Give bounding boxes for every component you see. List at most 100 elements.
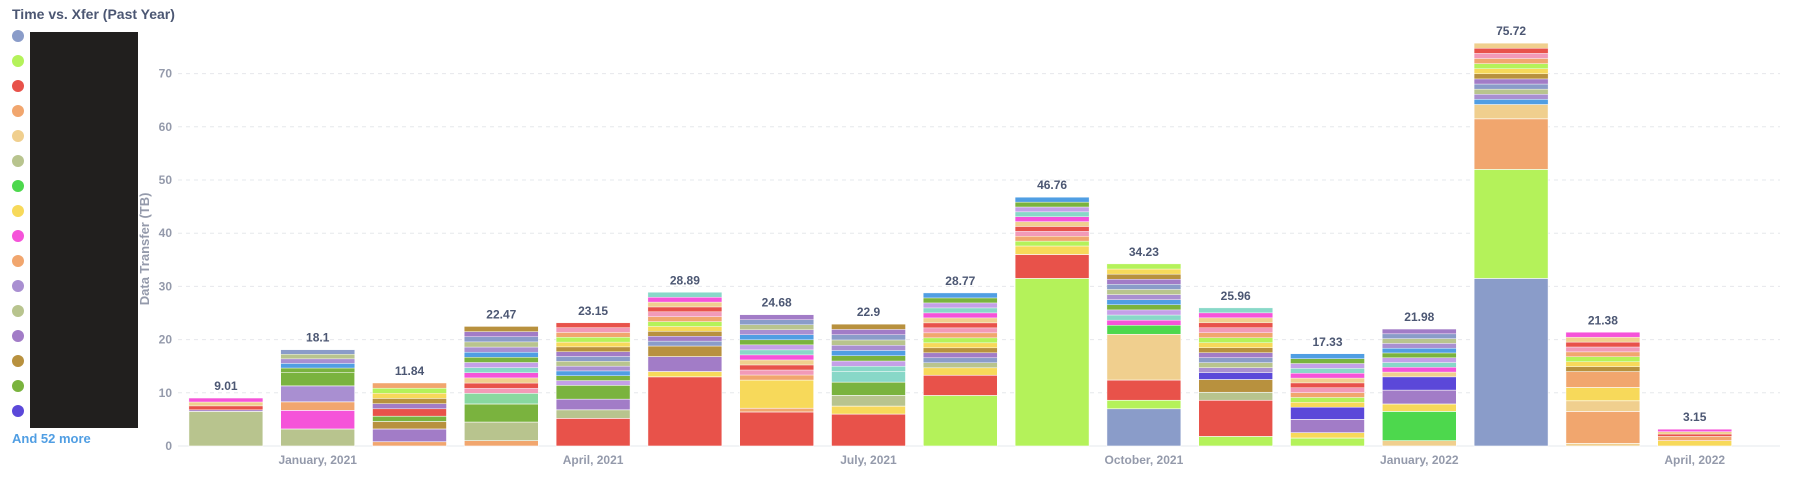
bar-segment[interactable] <box>1198 327 1273 333</box>
bar[interactable] <box>1382 328 1457 447</box>
bar-segment[interactable] <box>1106 299 1182 305</box>
bar[interactable] <box>1565 332 1641 447</box>
legend-dot[interactable] <box>12 80 24 92</box>
bar-segment[interactable] <box>1106 324 1182 335</box>
bar-segment[interactable] <box>1014 245 1090 255</box>
legend-dot[interactable] <box>12 280 24 292</box>
bar-segment[interactable] <box>1565 361 1641 367</box>
bar-segment[interactable] <box>280 358 355 364</box>
bar-segment[interactable] <box>1473 118 1549 170</box>
bar-segment[interactable] <box>1290 392 1365 398</box>
bar-segment[interactable] <box>1565 346 1641 353</box>
bar-segment[interactable] <box>1106 263 1182 270</box>
bar-segment[interactable] <box>463 403 539 423</box>
bar-segment[interactable] <box>188 397 264 403</box>
bar-segment[interactable] <box>1382 328 1457 335</box>
bar-segment[interactable] <box>280 367 355 373</box>
bar-segment[interactable] <box>1198 342 1273 348</box>
bar-segment[interactable] <box>372 403 447 409</box>
bar-segment[interactable] <box>1198 399 1273 437</box>
bar-segment[interactable] <box>1290 377 1365 384</box>
legend-dot[interactable] <box>12 205 24 217</box>
bar-segment[interactable] <box>464 387 539 394</box>
bar-segment[interactable] <box>831 360 906 367</box>
bar-segment[interactable] <box>831 339 906 346</box>
bar-segment[interactable] <box>372 382 447 389</box>
bar-segment[interactable] <box>647 321 723 327</box>
bar-segment[interactable] <box>464 331 539 337</box>
bar-segment[interactable] <box>464 346 539 353</box>
legend-dot[interactable] <box>12 330 24 342</box>
bar-segment[interactable] <box>555 327 631 333</box>
bar-segment[interactable] <box>923 352 998 359</box>
bar-segment[interactable] <box>372 441 447 447</box>
bar-segment[interactable] <box>1565 411 1641 444</box>
bar-segment[interactable] <box>739 379 815 409</box>
bar-segment[interactable] <box>831 345 906 351</box>
bar-segment[interactable] <box>1473 78 1549 85</box>
bar-segment[interactable] <box>739 314 814 320</box>
bar-segment[interactable] <box>1473 53 1549 59</box>
bar-segment[interactable] <box>555 398 631 411</box>
bar-segment[interactable] <box>1473 63 1549 69</box>
legend-dot[interactable] <box>12 255 24 267</box>
bar-segment[interactable] <box>1198 312 1273 319</box>
bar-segment[interactable] <box>1290 387 1365 393</box>
bar-segment[interactable] <box>1014 278 1090 447</box>
bar-segment[interactable] <box>1014 226 1090 232</box>
bar-segment[interactable] <box>647 376 723 447</box>
bar-segment[interactable] <box>739 411 815 447</box>
bar-segment[interactable] <box>647 331 723 337</box>
bar-segment[interactable] <box>1382 367 1457 373</box>
bar-segment[interactable] <box>1473 104 1549 120</box>
bar-segment[interactable] <box>372 428 447 443</box>
bar-segment[interactable] <box>464 326 539 332</box>
legend-dot[interactable] <box>12 355 24 367</box>
bar-segment[interactable] <box>831 329 906 335</box>
bar-segment[interactable] <box>923 337 998 344</box>
bar-segment[interactable] <box>647 296 723 303</box>
legend-dot[interactable] <box>12 230 24 242</box>
bar-segment[interactable] <box>1014 254 1090 279</box>
bar-segment[interactable] <box>1014 231 1090 237</box>
bar-segment[interactable] <box>1290 419 1365 433</box>
bar[interactable] <box>739 314 815 447</box>
bar-segment[interactable] <box>280 349 355 355</box>
bar-segment[interactable] <box>647 316 723 322</box>
bar-segment[interactable] <box>372 393 447 399</box>
bar-segment[interactable] <box>372 415 447 422</box>
bar-segment[interactable] <box>1290 437 1365 447</box>
bar-segment[interactable] <box>1565 443 1641 447</box>
bar-segment[interactable] <box>647 311 723 317</box>
bar-segment[interactable] <box>1106 379 1182 401</box>
bar[interactable] <box>1014 197 1090 447</box>
bar-segment[interactable] <box>1106 273 1182 280</box>
bar-segment[interactable] <box>280 410 356 430</box>
bar-segment[interactable] <box>1565 356 1641 362</box>
bar-segment[interactable] <box>280 385 356 403</box>
bar-segment[interactable] <box>464 367 539 373</box>
bar-segment[interactable] <box>1106 268 1182 275</box>
bar-segment[interactable] <box>1198 367 1273 373</box>
bar-segment[interactable] <box>1106 408 1182 447</box>
bar-segment[interactable] <box>923 347 998 354</box>
bar-segment[interactable] <box>555 351 631 357</box>
bar-segment[interactable] <box>1198 347 1273 353</box>
bar-segment[interactable] <box>1014 216 1090 222</box>
legend-dot[interactable] <box>12 405 24 417</box>
bar-segment[interactable] <box>1473 94 1549 100</box>
bar-segment[interactable] <box>1473 99 1549 105</box>
bar-segment[interactable] <box>739 374 814 381</box>
bar-segment[interactable] <box>555 418 631 447</box>
bar[interactable] <box>1473 42 1549 447</box>
bar-segment[interactable] <box>464 382 539 389</box>
bar-segment[interactable] <box>923 357 998 364</box>
bar-segment[interactable] <box>1198 379 1273 393</box>
bar-segment[interactable] <box>372 408 447 417</box>
bar-segment[interactable] <box>1565 371 1641 388</box>
bar-segment[interactable] <box>923 292 998 299</box>
bar[interactable] <box>1290 353 1365 447</box>
bar[interactable] <box>831 323 906 447</box>
legend-dot[interactable] <box>12 105 24 117</box>
bar-segment[interactable] <box>923 362 998 368</box>
